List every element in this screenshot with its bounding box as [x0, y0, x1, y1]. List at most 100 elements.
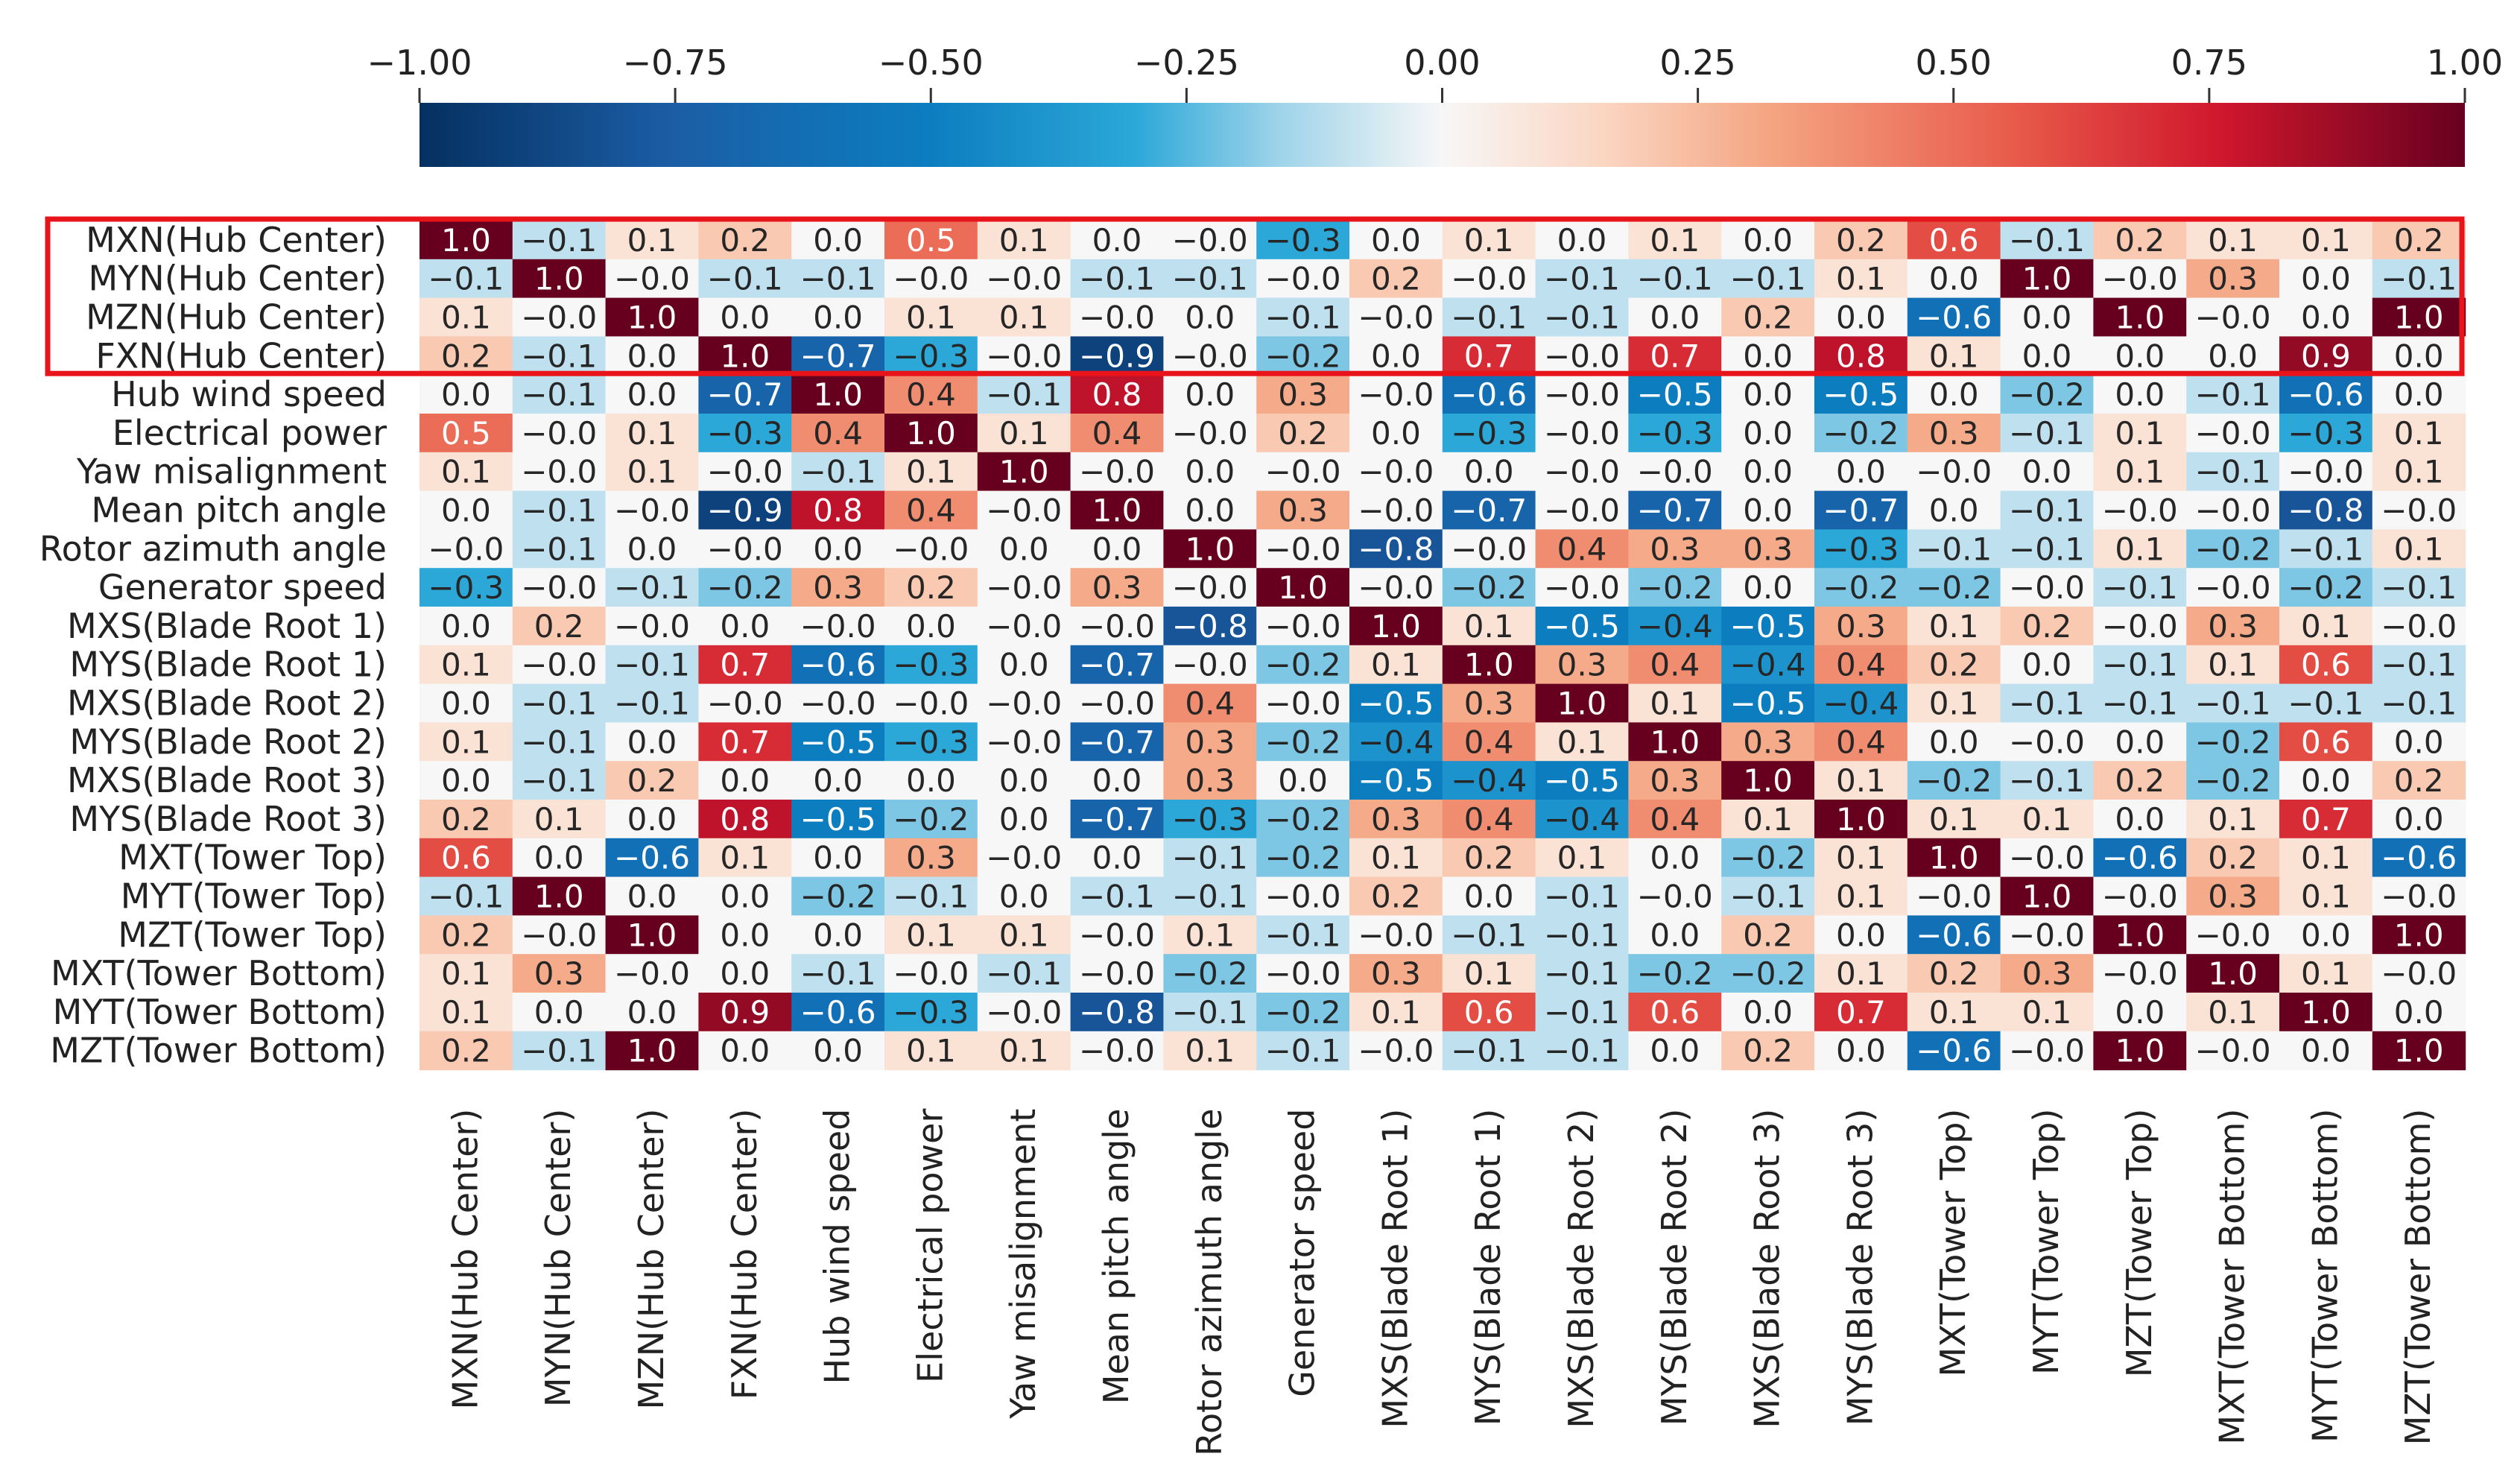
- heatmap-cell: [2093, 414, 2187, 453]
- heatmap-cell: [420, 297, 513, 337]
- heatmap-cell: [1442, 838, 1536, 878]
- cell-value-label: −0.0: [2009, 724, 2085, 760]
- column-label: Electrical power: [910, 1109, 950, 1383]
- heatmap-cell: [1163, 607, 1257, 646]
- cell-value-label: 0.2: [2208, 840, 2258, 876]
- cell-value-label: 0.3: [1743, 724, 1793, 760]
- heatmap-cell: [1535, 993, 1629, 1032]
- heatmap-cell: [605, 761, 699, 800]
- heatmap-cell: [1442, 336, 1536, 376]
- heatmap-cell: [698, 529, 792, 569]
- heatmap-cell: [1349, 838, 1443, 878]
- cell-value-label: −0.1: [1265, 917, 1341, 953]
- heatmap-cell: [1442, 683, 1536, 723]
- cell-value-label: −0.8: [1358, 531, 1434, 567]
- column-label: MXN(Hub Center): [445, 1109, 485, 1410]
- heatmap-cell: [1814, 452, 1908, 492]
- heatmap-cell: [605, 607, 699, 646]
- cell-value-label: 0.8: [813, 493, 863, 529]
- heatmap-cell: [2093, 607, 2187, 646]
- cell-value-label: −0.0: [707, 686, 783, 722]
- cell-value-label: −0.3: [1265, 222, 1341, 259]
- cell-value-label: 1.0: [2301, 994, 2351, 1031]
- cell-value-label: 0.0: [2022, 454, 2072, 490]
- cell-value-label: 0.0: [1371, 338, 1421, 374]
- heatmap-cell: [1721, 336, 1815, 376]
- heatmap-cell: [512, 838, 607, 878]
- cell-value-label: −0.0: [986, 338, 1062, 374]
- heatmap-cell: [1814, 336, 1908, 376]
- heatmap-cell: [1256, 683, 1350, 723]
- heatmap-cell: [1535, 414, 1629, 453]
- heatmap-cell: [1814, 568, 1908, 607]
- heatmap-cell: [2093, 915, 2187, 955]
- heatmap-cell: [1535, 529, 1629, 569]
- row-label: MYT(Tower Top): [121, 876, 387, 917]
- heatmap-cell: [2093, 645, 2187, 685]
- cell-value-label: 0.0: [720, 917, 770, 953]
- cell-value-label: 0.6: [1650, 994, 1700, 1031]
- column-label: FXN(Hub Center): [724, 1109, 764, 1400]
- heatmap-cell: [1907, 375, 2001, 414]
- cell-value-label: 0.1: [1929, 608, 1979, 645]
- colorbar-tick-label: 0.50: [1916, 42, 1992, 83]
- heatmap-cell: [2372, 336, 2466, 376]
- heatmap-cell: [791, 993, 885, 1032]
- cell-value-label: 1.0: [2022, 261, 2072, 297]
- cell-value-label: −0.0: [1172, 415, 1248, 452]
- heatmap-cell: [2372, 607, 2466, 646]
- heatmap-cell: [2000, 993, 2094, 1032]
- cell-value-label: −0.0: [1265, 454, 1341, 490]
- cell-value-label: 0.0: [2115, 724, 2165, 760]
- row-label: Yaw misalignment: [76, 452, 387, 492]
- cell-value-label: −0.1: [1451, 917, 1527, 953]
- heatmap-cell: [1070, 221, 1164, 260]
- heatmap-cell: [977, 336, 1071, 376]
- heatmap-cell: [1163, 1031, 1257, 1071]
- heatmap-cell: [2279, 414, 2373, 453]
- heatmap-cell: [1163, 490, 1257, 530]
- cell-value-label: 1.0: [2115, 300, 2165, 336]
- heatmap-cell: [1349, 607, 1443, 646]
- cell-value-label: 0.1: [441, 454, 491, 490]
- cell-value-label: 0.1: [906, 917, 956, 953]
- heatmap-cell: [791, 954, 885, 993]
- heatmap-cell: [2279, 645, 2373, 685]
- heatmap-cell: [1349, 375, 1443, 414]
- cell-value-label: 0.0: [1743, 994, 1793, 1031]
- heatmap-cell: [512, 336, 607, 376]
- cell-value-label: −0.0: [1358, 917, 1434, 953]
- cell-value-label: 1.0: [534, 261, 584, 297]
- cell-value-label: 0.2: [906, 569, 956, 606]
- cell-value-label: 0.1: [1836, 762, 1886, 799]
- heatmap-cell: [1907, 297, 2001, 337]
- heatmap-cell: [2093, 876, 2187, 916]
- heatmap-cell: [1442, 761, 1536, 800]
- heatmap-cell: [884, 954, 978, 993]
- heatmap-cell: [1721, 490, 1815, 530]
- heatmap-cell: [698, 1031, 792, 1071]
- cell-value-label: 0.1: [1650, 222, 1700, 259]
- cell-value-label: −0.0: [521, 415, 597, 452]
- heatmap-cell: [605, 221, 699, 260]
- heatmap-cell: [884, 336, 978, 376]
- heatmap-cell: [2093, 297, 2187, 337]
- cell-value-label: 0.3: [1743, 531, 1793, 567]
- cell-value-label: 0.0: [999, 531, 1049, 567]
- heatmap-cell: [1163, 993, 1257, 1032]
- heatmap-cell: [420, 221, 513, 260]
- cell-value-label: 0.1: [999, 300, 1049, 336]
- cell-value-label: 0.3: [1836, 608, 1886, 645]
- cell-value-label: −0.3: [428, 569, 504, 606]
- column-label: Generator speed: [1282, 1109, 1323, 1397]
- heatmap-cell: [605, 954, 699, 993]
- heatmap-cell: [2186, 414, 2280, 453]
- heatmap-cell: [1070, 414, 1164, 453]
- cell-value-label: −0.7: [800, 338, 876, 374]
- heatmap-cell: [1442, 297, 1536, 337]
- heatmap-cell: [1349, 800, 1443, 839]
- heatmap-cell: [1907, 607, 2001, 646]
- cell-value-label: −0.0: [2009, 1033, 2085, 1069]
- cell-value-label: −0.0: [986, 686, 1062, 722]
- heatmap-cell: [884, 297, 978, 337]
